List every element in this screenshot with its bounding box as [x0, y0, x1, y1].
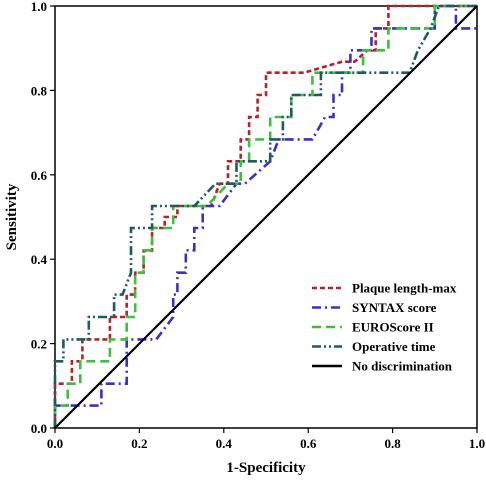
legend-label: Plaque length-max: [352, 281, 457, 296]
x-tick-label: 1.0: [469, 436, 485, 451]
legend-label: EUROScore II: [352, 320, 434, 335]
y-tick-label: 0.4: [31, 252, 48, 267]
y-tick-label: 0.6: [31, 168, 48, 183]
legend-label: No discrimination: [352, 359, 453, 374]
x-tick-label: 0.2: [131, 436, 147, 451]
legend-label: SYNTAX score: [352, 300, 437, 315]
y-axis-title: Sensitivity: [4, 183, 20, 250]
plot-area: [53, 4, 478, 429]
x-tick-label: 0.6: [300, 436, 317, 451]
y-tick-label: 0.8: [31, 83, 48, 98]
x-axis-title: 1-Specificity: [226, 460, 306, 476]
tick-labels: 0.0 0.2 0.4 0.6 0.8 1.0 0.0 0.2 0.4 0.6 0.8 1.0: [31, 0, 485, 451]
series-line-operative-time: [53, 4, 477, 428]
x-tick-label: 0.4: [216, 436, 233, 451]
legend: Plaque length-max SYNTAX score EUROScore I…: [312, 281, 457, 374]
y-tick-label: 1.0: [31, 0, 47, 14]
legend-label: Operative time: [352, 339, 436, 354]
plot-frame: [54, 5, 478, 429]
x-tick-label: 0.8: [384, 436, 401, 451]
x-tick-label: 0.0: [47, 436, 63, 451]
y-tick-label: 0.2: [31, 337, 47, 352]
y-tick-label: 0.0: [31, 421, 47, 436]
series-line-no-discrimination: [54, 5, 478, 429]
